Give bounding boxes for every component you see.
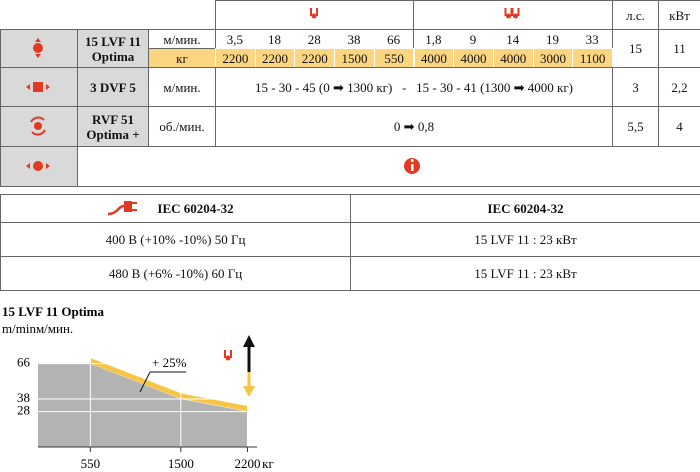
power-cell: 15 LVF 11 : 23 кВт bbox=[350, 256, 700, 291]
speed-cell: 38 bbox=[347, 31, 361, 47]
info-icon bbox=[411, 164, 414, 171]
down-arrow bbox=[243, 386, 255, 397]
speed-cell: 3,5 bbox=[226, 31, 243, 47]
y-axis-label: m/minм/мин. bbox=[2, 321, 73, 336]
y-tick-label: 66 bbox=[17, 355, 31, 370]
annotation-leader bbox=[139, 371, 186, 393]
icon-part bbox=[33, 161, 43, 171]
icon-part bbox=[513, 13, 518, 19]
icon-part bbox=[506, 13, 511, 19]
icon-part bbox=[30, 116, 46, 136]
x-tick-label: 550 bbox=[81, 456, 101, 471]
x-tick-label: 1500 bbox=[168, 456, 194, 471]
icon-part bbox=[34, 122, 42, 130]
load-cell: 2200 bbox=[215, 48, 256, 68]
model-line: 15 LVF 11 bbox=[84, 33, 142, 49]
icon-part bbox=[46, 84, 50, 90]
power-cell: 400 В (+10% -10%) 50 Гц bbox=[0, 222, 351, 257]
info-icon bbox=[410, 159, 414, 162]
plug-icon bbox=[107, 204, 125, 216]
info-cell bbox=[77, 146, 700, 187]
speed-cell: 33 bbox=[585, 31, 599, 47]
speed-cell: 28 bbox=[307, 31, 321, 47]
up-arrow bbox=[243, 335, 255, 347]
icon-part bbox=[224, 350, 232, 358]
model-line: RVF 51 bbox=[91, 111, 135, 127]
speed-cell: 66 bbox=[387, 31, 401, 47]
annotation: + 25% bbox=[152, 355, 187, 370]
icon-part bbox=[26, 163, 30, 169]
icon-part bbox=[26, 84, 30, 90]
load-cell: 4000 bbox=[413, 48, 455, 68]
icon-part bbox=[33, 43, 43, 53]
icon-part bbox=[35, 54, 41, 58]
load-cell: 2200 bbox=[294, 48, 336, 68]
speed-cell: 18 bbox=[268, 31, 282, 47]
model-line: 3 DVF 5 bbox=[90, 79, 136, 95]
speed-cell: 9 bbox=[469, 31, 477, 47]
speed-cell: 14 bbox=[506, 31, 520, 47]
model-line: Optima bbox=[91, 48, 135, 64]
power-cell: 480 В (+6% -10%) 60 Гц bbox=[0, 256, 351, 291]
model-cell: RVF 51 Optima + bbox=[77, 106, 149, 147]
load-cell: 4000 bbox=[492, 48, 534, 68]
y-tick-label: 38 bbox=[17, 390, 30, 405]
model-cell: 15 LVF 11 Optima bbox=[77, 29, 149, 68]
load-cell: 2200 bbox=[254, 48, 296, 68]
icon-part bbox=[35, 38, 41, 42]
area bbox=[38, 363, 248, 447]
chart-title: 15 LVF 11 Optima bbox=[2, 304, 104, 319]
plug-icon bbox=[124, 201, 132, 212]
x-tick-label: 2200 bbox=[234, 456, 260, 471]
speed-cell: 19 bbox=[545, 31, 559, 47]
icon-part bbox=[310, 8, 318, 16]
icon-part bbox=[511, 8, 520, 16]
icon-part bbox=[33, 82, 43, 92]
icon-part bbox=[311, 13, 317, 19]
x-axis-label: кг bbox=[262, 456, 274, 471]
y-tick-label: 28 bbox=[17, 403, 30, 418]
icon-part bbox=[46, 163, 50, 169]
plug-icon bbox=[132, 202, 137, 211]
speed-cell: 1,8 bbox=[425, 31, 442, 47]
icon-part bbox=[225, 355, 231, 361]
model-line: Optima + bbox=[86, 126, 140, 142]
load-cell: 550 bbox=[373, 48, 415, 68]
